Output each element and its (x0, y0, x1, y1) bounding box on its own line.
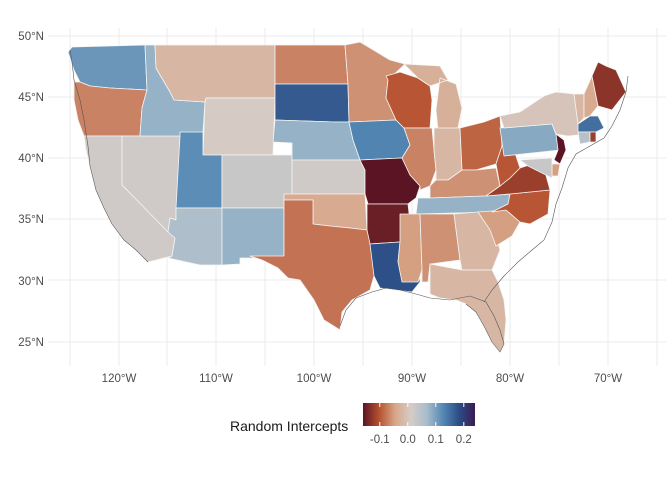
state-texas (249, 199, 375, 331)
legend-ticks: -0.1 0.0 0.1 0.2 (370, 403, 472, 446)
state-iowa (348, 119, 411, 161)
atlantic-coast-outline (483, 75, 629, 303)
legend-tick-label: 0.2 (456, 434, 472, 446)
lon-tick-120: 120°W (102, 373, 137, 385)
state-ohio (459, 115, 503, 171)
state-maine (591, 61, 627, 111)
lat-tick-25: 25°N (18, 337, 44, 349)
state-kansas (291, 159, 366, 195)
gulf-coast-outline (339, 287, 505, 353)
state-indiana (433, 127, 463, 181)
state-nebraska (272, 119, 361, 161)
lon-tick-100: 100°W (297, 373, 332, 385)
state-wyoming (202, 97, 276, 156)
legend-tick-label: 0.1 (428, 434, 444, 446)
legend-tick-label: 0.0 (400, 434, 416, 446)
lon-tick-80: 80°W (496, 373, 524, 385)
lat-tick-40: 40°N (18, 153, 44, 165)
state-arizona (167, 207, 223, 266)
coastline-outline (69, 49, 629, 353)
lat-tick-35: 35°N (18, 214, 44, 226)
state-south-dakota (274, 83, 350, 123)
lon-tick-90: 90°W (398, 373, 426, 385)
state-mississippi (397, 213, 423, 283)
pacific-coast-outline (69, 49, 149, 263)
legend-title: Random Intercepts (230, 418, 348, 434)
lat-tick-45: 45°N (18, 92, 44, 104)
state-connecticut (577, 131, 591, 145)
state-maryland (519, 157, 553, 179)
state-pennsylvania (499, 123, 561, 157)
state-florida (429, 263, 507, 353)
state-illinois (401, 127, 437, 191)
state-new-hampshire (583, 75, 599, 119)
lat-tick-50: 50°N (18, 31, 44, 43)
legend-color-bar (363, 403, 475, 426)
state-montana (154, 44, 276, 103)
axis-tick-labels: 25°N 30°N 35°N 40°N 45°N 50°N 120°W 110°… (18, 31, 622, 385)
state-rhode-island (589, 131, 597, 143)
color-legend: Random Intercepts -0.1 0.0 0.1 0.2 (230, 403, 475, 446)
state-polygons (67, 41, 627, 353)
lon-tick-70: 70°W (594, 373, 622, 385)
state-west-virginia (495, 145, 521, 187)
lon-tick-110: 110°W (199, 373, 233, 385)
state-north-carolina (491, 189, 551, 225)
state-colorado (221, 154, 293, 209)
lat-tick-30: 30°N (18, 276, 44, 288)
state-north-dakota (274, 44, 349, 85)
legend-tick-label: -0.1 (370, 434, 390, 446)
